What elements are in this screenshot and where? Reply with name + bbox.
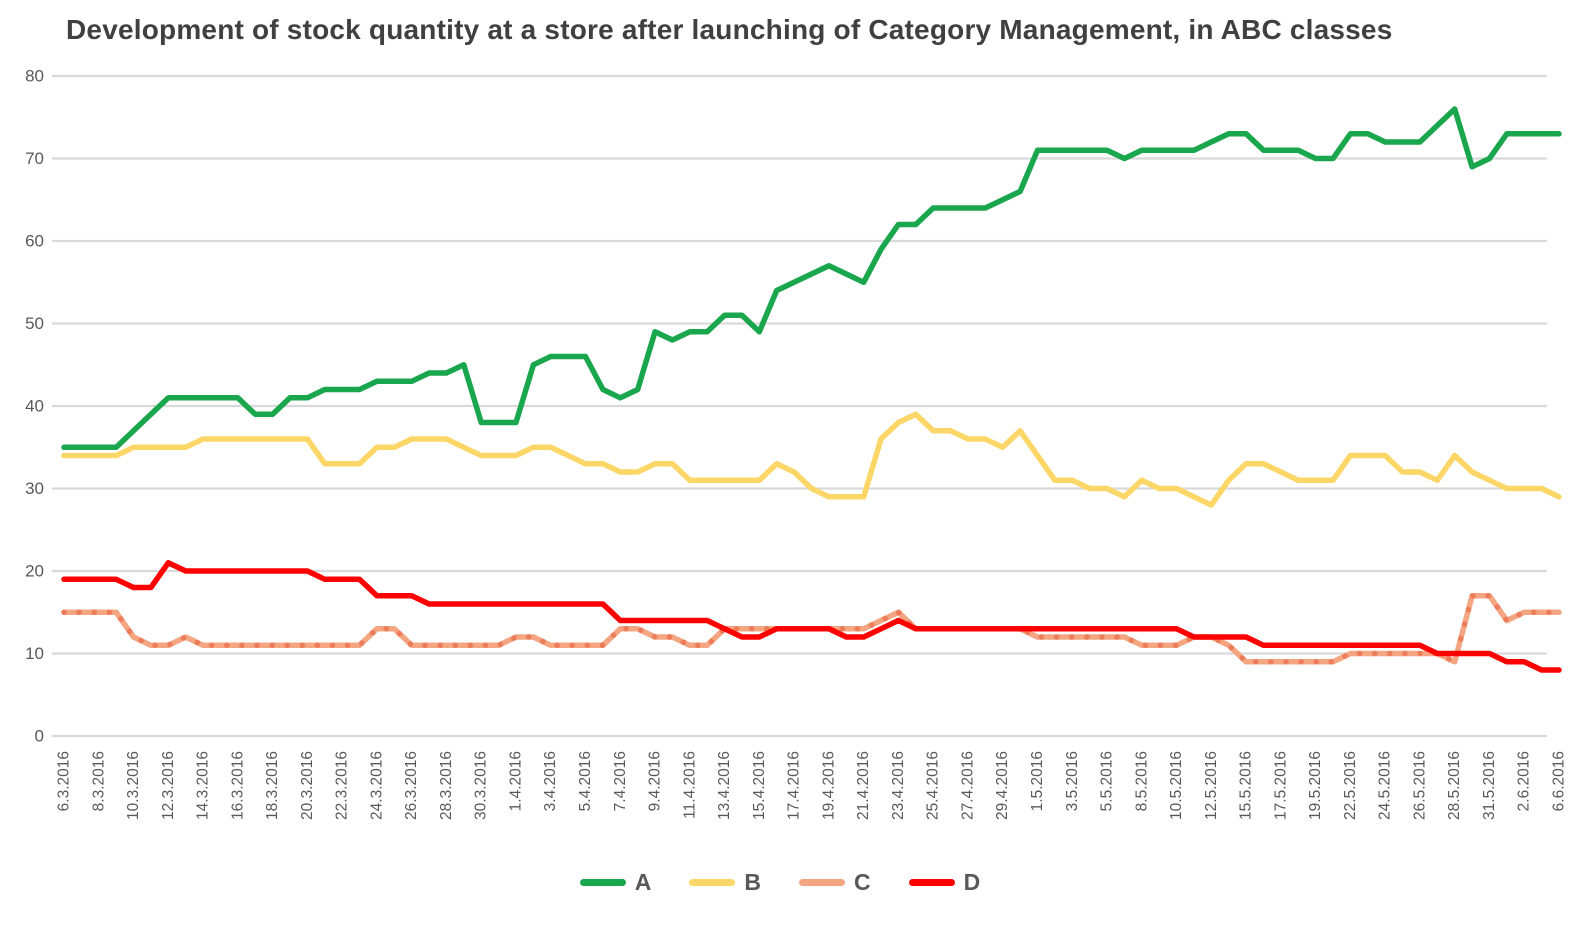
x-axis-tick-label: 28.5.2016 (1446, 751, 1463, 820)
x-axis-tick-label: 17.5.2016 (1272, 751, 1289, 820)
y-axis-tick-label: 50 (25, 314, 44, 333)
legend-swatch-A (579, 879, 626, 886)
x-axis-tick-label: 22.5.2016 (1342, 751, 1359, 820)
x-axis-tick-label: 18.3.2016 (264, 751, 281, 820)
y-axis-tick-label: 20 (25, 562, 44, 581)
x-axis-tick-label: 16.3.2016 (229, 751, 246, 820)
x-axis-tick-label: 12.3.2016 (160, 751, 177, 820)
x-axis-tick-label: 10.3.2016 (125, 751, 142, 820)
y-axis-tick-label: 70 (25, 149, 44, 168)
x-axis-tick-label: 22.3.2016 (334, 751, 351, 820)
x-axis-tick-label: 2.6.2016 (1516, 751, 1533, 811)
x-axis-tick-label: 14.3.2016 (195, 751, 212, 820)
x-axis-tick-label: 26.3.2016 (403, 751, 420, 820)
legend-swatch-D (908, 879, 955, 886)
x-axis-tick-label: 12.5.2016 (1203, 751, 1220, 820)
series-line-B (61, 411, 1562, 508)
legend-label: C (854, 869, 871, 895)
x-axis-tick-label: 7.4.2016 (612, 751, 629, 811)
y-axis-tick-label: 10 (25, 644, 44, 663)
legend-swatch-C (799, 879, 845, 886)
y-axis-tick-label: 0 (35, 727, 44, 746)
x-axis-tick-label: 24.5.2016 (1377, 751, 1394, 820)
y-axis-tick-label: 40 (25, 397, 44, 416)
x-axis-tick-label: 8.3.2016 (90, 751, 107, 811)
y-axis-tick-label: 30 (25, 479, 44, 498)
series-line-A (61, 106, 1562, 451)
x-axis-tick-label: 15.4.2016 (751, 751, 768, 820)
legend-label: B (744, 869, 761, 895)
series-line-D (61, 560, 1562, 673)
x-axis-tick-label: 19.4.2016 (820, 751, 837, 820)
x-axis-tick-label: 3.5.2016 (1064, 751, 1081, 811)
y-axis-tick-label: 80 (25, 67, 44, 86)
x-axis-tick-label: 5.4.2016 (577, 751, 594, 811)
legend-label: A (634, 869, 652, 895)
x-axis-tick-label: 5.5.2016 (1099, 751, 1116, 811)
x-axis-tick-label: 1.4.2016 (507, 751, 524, 811)
x-axis-tick-label: 30.3.2016 (473, 751, 490, 820)
chart-legend: A B C D (0, 869, 1560, 896)
legend-swatch-B (689, 879, 736, 886)
x-axis-tick-label: 23.4.2016 (890, 751, 907, 820)
x-axis-tick-label: 6.3.2016 (56, 751, 73, 811)
x-axis-tick-label: 25.4.2016 (925, 751, 942, 820)
legend-item-B: B (689, 869, 761, 896)
x-axis-tick-label: 13.4.2016 (716, 751, 733, 820)
chart-title: Development of stock quantity at a store… (66, 14, 1393, 45)
x-axis-tick-label: 19.5.2016 (1307, 751, 1324, 820)
legend-item-D: D (908, 869, 981, 896)
x-axis-tick-label: 27.4.2016 (959, 751, 976, 820)
x-axis-tick-label: 8.5.2016 (1133, 751, 1150, 811)
x-axis-tick-label: 9.4.2016 (647, 751, 664, 811)
y-axis-tick-label: 60 (25, 232, 44, 251)
legend-item-C: C (799, 869, 871, 896)
x-axis-tick-label: 28.3.2016 (438, 751, 455, 820)
x-axis-tick-label: 20.3.2016 (299, 751, 316, 820)
x-axis-tick-label: 1.5.2016 (1029, 751, 1046, 811)
x-axis-tick-label: 31.5.2016 (1481, 751, 1498, 820)
legend-label: D (963, 869, 981, 895)
x-axis-tick-label: 3.4.2016 (542, 751, 559, 811)
x-axis-tick-label: 15.5.2016 (1238, 751, 1255, 820)
x-axis-tick-label: 10.5.2016 (1168, 751, 1185, 820)
x-axis-tick-label: 6.6.2016 (1551, 751, 1568, 811)
legend-item-A: A (579, 869, 652, 896)
x-axis-tick-label: 29.4.2016 (994, 751, 1011, 820)
x-axis-tick-label: 17.4.2016 (786, 751, 803, 820)
x-axis-tick-label: 24.3.2016 (368, 751, 385, 820)
x-axis-tick-label: 21.4.2016 (855, 751, 872, 820)
x-axis-tick-label: 26.5.2016 (1411, 751, 1428, 820)
x-axis-tick-label: 11.4.2016 (681, 751, 698, 819)
